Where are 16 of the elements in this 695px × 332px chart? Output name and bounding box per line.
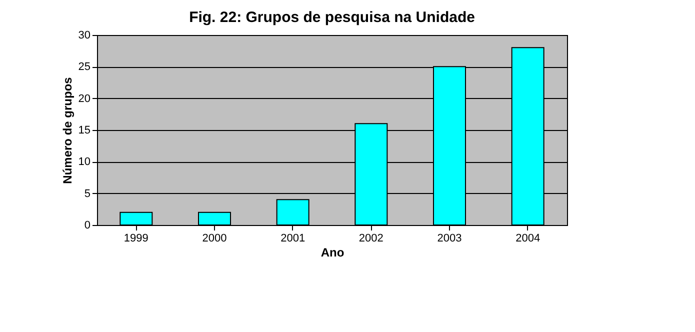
x-axis-title: Ano	[320, 246, 344, 260]
x-tick-label: 2004	[516, 232, 540, 244]
chart-title: Fig. 22: Grupos de pesquisa na Unidade	[189, 9, 475, 26]
x-tick-label: 2003	[437, 232, 462, 244]
y-tick-label: 5	[84, 188, 90, 200]
y-tick-label: 20	[78, 92, 90, 105]
y-tick-label: 0	[84, 220, 90, 232]
x-tick-label: 2000	[202, 232, 227, 244]
x-tick-label: 2001	[280, 232, 306, 244]
y-tick-label: 10	[78, 156, 90, 168]
y-tick-label: 25	[78, 61, 90, 74]
y-tick-label: 30	[78, 30, 90, 42]
y-axis-title: Número de grupos	[60, 76, 74, 184]
x-tick-label: 2002	[358, 232, 384, 244]
y-tick-label: 15	[78, 124, 90, 136]
x-tick-label: 1999	[124, 232, 148, 244]
